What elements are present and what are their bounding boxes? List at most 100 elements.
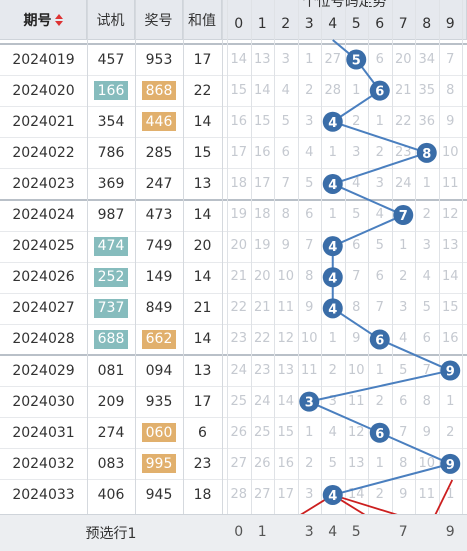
omission-count: 7 <box>399 424 408 440</box>
omission-count: 13 <box>253 51 271 67</box>
period-cell: 2024028 <box>12 331 75 348</box>
omission-count: 1 <box>305 424 314 440</box>
omission-count: 21 <box>394 82 412 98</box>
row-separator <box>0 106 467 108</box>
prize-number-cell: 935 <box>145 393 173 410</box>
omission-count: 8 <box>352 300 361 316</box>
sum-cell: 18 <box>193 486 212 503</box>
sum-cell: 14 <box>193 207 212 224</box>
omission-count: 10 <box>347 362 365 378</box>
omission-count: 3 <box>281 51 290 67</box>
header-digit-7: 7 <box>398 16 408 32</box>
omission-count: 22 <box>253 331 271 347</box>
omission-count: 1 <box>399 238 408 254</box>
prize-number-cell: 849 <box>145 300 173 317</box>
omission-count: 5 <box>328 455 337 471</box>
trend-ball <box>346 49 367 70</box>
grid-vline <box>391 0 393 551</box>
omission-count: 9 <box>305 300 314 316</box>
header-digit-0: 0 <box>234 16 244 32</box>
row-separator <box>0 75 467 77</box>
omission-count: 17 <box>277 486 295 502</box>
prize-number-cell: 662 <box>142 329 176 349</box>
sum-cell: 17 <box>193 51 212 68</box>
footer-digit-7[interactable]: 7 <box>398 524 408 540</box>
row-separator <box>0 261 467 263</box>
omission-count: 10 <box>418 455 436 471</box>
omission-count: 22 <box>394 113 412 129</box>
period-cell: 2024026 <box>12 269 75 286</box>
omission-count: 4 <box>328 424 337 440</box>
sum-cell: 22 <box>193 82 212 99</box>
footer-digit-0[interactable]: 0 <box>234 524 244 540</box>
row-separator <box>0 168 467 170</box>
omission-count: 8 <box>422 393 431 409</box>
footer-bar <box>0 514 467 551</box>
period-cell: 2024030 <box>12 393 75 410</box>
prize-number-cell: 945 <box>145 486 173 503</box>
omission-count: 15 <box>230 82 248 98</box>
omission-count: 23 <box>394 144 412 160</box>
column-divider <box>87 0 88 551</box>
omission-count: 2 <box>305 82 314 98</box>
trend-ball <box>369 422 390 443</box>
period-cell: 2024029 <box>12 362 75 379</box>
omission-count: 7 <box>446 51 455 67</box>
omission-count: 5 <box>422 300 431 316</box>
prize-number-cell: 995 <box>142 454 176 474</box>
row-separator <box>0 292 467 294</box>
trend-segment <box>332 151 428 185</box>
prize-number-cell: 094 <box>145 362 173 379</box>
header-sum-label: 和值 <box>188 12 216 29</box>
omission-count: 14 <box>230 51 248 67</box>
period-cell: 2024023 <box>12 175 75 192</box>
omission-count: 1 <box>328 207 337 223</box>
trend-segment <box>332 183 404 216</box>
omission-count: 26 <box>253 455 271 471</box>
sum-cell: 15 <box>193 144 212 161</box>
omission-count: 4 <box>305 144 314 160</box>
trend-ball-label: 9 <box>446 365 455 380</box>
sum-cell: 13 <box>193 175 212 192</box>
omission-count: 17 <box>230 144 248 160</box>
header-prize: 奖号 <box>135 0 183 40</box>
omission-count: 17 <box>253 175 271 191</box>
omission-count: 1 <box>328 144 337 160</box>
omission-count: 1 <box>375 362 384 378</box>
omission-count: 22 <box>230 300 248 316</box>
omission-count: 11 <box>441 175 459 191</box>
period-cell: 2024021 <box>12 113 75 130</box>
omission-count: 27 <box>230 455 248 471</box>
omission-count: 7 <box>375 300 384 316</box>
omission-count: 16 <box>230 113 248 129</box>
trend-ball <box>299 391 320 412</box>
omission-count: 5 <box>305 175 314 191</box>
test-number-cell: 688 <box>94 329 128 349</box>
omission-count: 9 <box>422 424 431 440</box>
footer-digit-1[interactable]: 1 <box>257 524 267 540</box>
omission-count: 20 <box>253 269 271 285</box>
trend-ball <box>393 205 414 226</box>
prize-number-cell: 953 <box>145 51 173 68</box>
omission-count: 1 <box>352 82 361 98</box>
column-divider <box>135 0 136 551</box>
footer-digit-9[interactable]: 9 <box>445 524 455 540</box>
omission-count: 16 <box>441 331 459 347</box>
omission-count: 12 <box>347 424 365 440</box>
row-separator <box>0 448 467 450</box>
header-period[interactable]: 期号 <box>0 0 87 40</box>
omission-count: 15 <box>441 300 459 316</box>
sort-arrows-icon[interactable] <box>54 13 63 26</box>
footer-digit-5[interactable]: 5 <box>351 524 361 540</box>
trend-segment <box>332 214 404 248</box>
omission-count: 28 <box>324 82 342 98</box>
footer-digit-3[interactable]: 3 <box>304 524 314 540</box>
period-cell: 2024025 <box>12 238 75 255</box>
prize-number-cell: 149 <box>145 269 173 286</box>
omission-count: 5 <box>399 362 408 378</box>
header-digit-4: 4 <box>328 16 338 32</box>
omission-count: 1 <box>375 113 384 129</box>
trend-ball-label: 6 <box>375 85 384 100</box>
test-number-cell: 737 <box>94 298 128 318</box>
footer-digit-4[interactable]: 4 <box>328 524 338 540</box>
